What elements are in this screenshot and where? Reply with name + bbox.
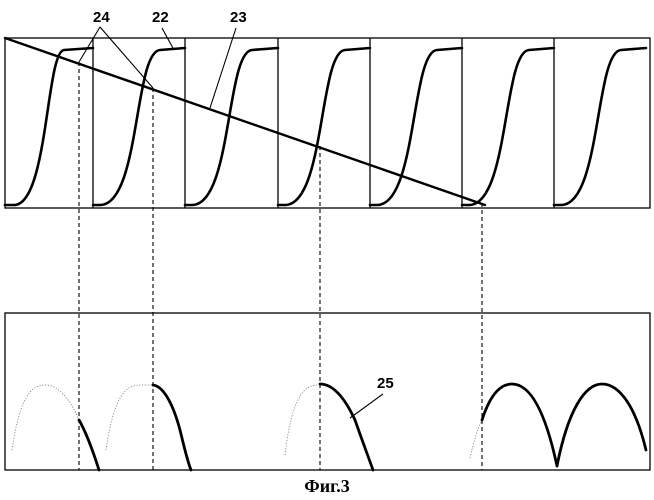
sigmoid-wave-4 (278, 48, 370, 205)
faint-arcs (12, 385, 482, 458)
projection-lines (79, 62, 482, 470)
figure-caption: Фиг.3 (304, 476, 349, 496)
top-panel-separators (93, 38, 554, 208)
leader-24-a (79, 27, 100, 62)
sigmoid-wave-3 (185, 48, 278, 205)
faint-arc-1 (12, 385, 79, 450)
faint-arc-3 (285, 385, 318, 455)
sigmoid-wave-1 (5, 48, 93, 205)
output-pulse-4 (482, 384, 557, 466)
reference-labels: 24 22 23 25 (79, 9, 394, 418)
sigmoid-wave-6 (462, 48, 554, 205)
label-22: 22 (152, 9, 169, 26)
output-pulse-2 (153, 385, 191, 470)
output-pulse-3 (320, 384, 373, 470)
faint-arc-4 (470, 420, 482, 458)
top-panel (5, 38, 650, 208)
output-pulse-5 (557, 384, 646, 466)
label-23: 23 (230, 9, 247, 26)
label-25: 25 (377, 375, 394, 392)
leader-22 (162, 28, 174, 50)
leader-24-b (100, 27, 153, 88)
label-24: 24 (93, 9, 110, 26)
leader-25 (350, 394, 383, 418)
top-panel-frame (5, 38, 650, 208)
output-pulses-25 (79, 384, 646, 470)
bottom-panel (5, 313, 650, 470)
sigmoid-wave-7 (554, 48, 646, 205)
output-pulse-1 (79, 420, 99, 470)
faint-arc-2 (106, 385, 153, 450)
